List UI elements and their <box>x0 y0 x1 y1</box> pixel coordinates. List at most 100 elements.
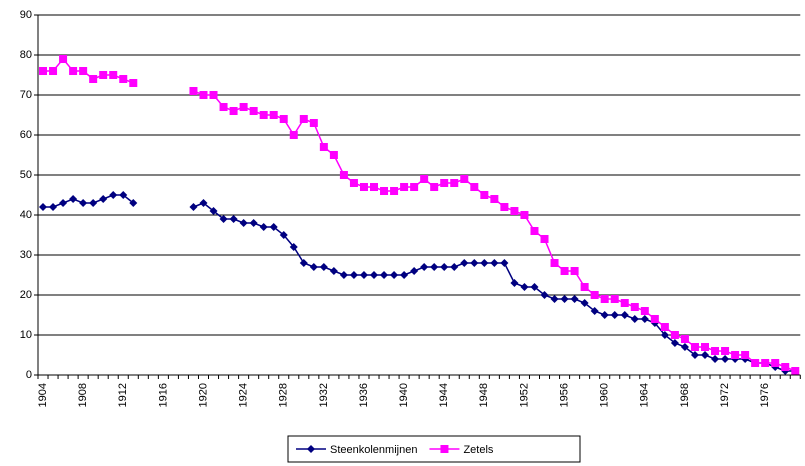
marker <box>731 351 740 359</box>
y-tick-label: 0 <box>26 369 32 381</box>
y-tick-label: 60 <box>20 129 32 141</box>
marker <box>660 331 669 339</box>
marker <box>299 259 308 267</box>
marker <box>89 199 98 207</box>
marker <box>89 75 98 83</box>
x-tick-label: 1952 <box>518 383 530 407</box>
marker <box>359 183 368 191</box>
marker <box>219 103 228 111</box>
x-tick-label: 1960 <box>599 383 611 407</box>
marker <box>199 91 208 99</box>
marker <box>620 299 629 307</box>
marker <box>319 263 328 271</box>
marker <box>620 311 629 319</box>
marker <box>650 315 659 323</box>
marker <box>680 343 689 351</box>
marker <box>309 119 318 127</box>
marker <box>741 351 750 359</box>
y-tick-label: 10 <box>20 329 32 341</box>
series-line <box>43 194 796 372</box>
marker <box>560 267 569 275</box>
y-tick-label: 80 <box>20 49 32 61</box>
marker <box>550 295 559 303</box>
marker <box>39 67 48 75</box>
marker <box>690 343 699 351</box>
marker <box>680 335 689 343</box>
x-tick-label: 1928 <box>278 383 290 407</box>
marker <box>307 445 315 453</box>
marker <box>540 235 549 243</box>
marker <box>299 115 308 123</box>
marker <box>660 323 669 331</box>
marker <box>339 171 348 179</box>
marker <box>109 191 118 199</box>
marker <box>129 199 138 207</box>
legend-label: Steenkolenmijnen <box>330 444 417 456</box>
x-tick-label: 1944 <box>438 383 450 407</box>
marker <box>410 267 419 275</box>
marker <box>59 199 68 207</box>
marker <box>370 271 379 279</box>
marker <box>580 283 589 291</box>
marker <box>480 259 489 267</box>
legend: Steenkolenmijnen Zetels <box>287 435 581 463</box>
marker <box>520 283 529 291</box>
marker <box>99 71 108 79</box>
marker <box>711 347 720 355</box>
marker <box>460 175 469 183</box>
marker <box>279 115 288 123</box>
marker <box>79 67 88 75</box>
marker <box>700 343 709 351</box>
marker <box>580 299 589 307</box>
marker <box>229 215 238 223</box>
marker <box>309 263 318 271</box>
marker <box>510 207 519 215</box>
x-tick-label: 1920 <box>197 383 209 407</box>
marker <box>721 355 730 363</box>
x-tick-label: 1976 <box>759 383 771 407</box>
x-tick-label: 1932 <box>318 383 330 407</box>
marker <box>119 75 128 83</box>
marker <box>49 67 58 75</box>
marker <box>390 271 399 279</box>
x-tick-label: 1972 <box>719 383 731 407</box>
marker <box>109 71 118 79</box>
marker <box>480 191 489 199</box>
marker <box>329 267 338 275</box>
marker <box>259 223 268 231</box>
marker <box>239 219 248 227</box>
marker <box>630 303 639 311</box>
marker <box>791 367 800 375</box>
marker <box>349 271 358 279</box>
marker <box>269 223 278 231</box>
marker <box>640 315 649 323</box>
x-tick-label: 1968 <box>679 383 691 407</box>
marker <box>520 211 529 219</box>
y-tick-label: 70 <box>20 89 32 101</box>
marker <box>530 227 539 235</box>
x-tick-label: 1948 <box>478 383 490 407</box>
marker <box>359 271 368 279</box>
marker <box>771 359 780 367</box>
marker <box>610 295 619 303</box>
marker <box>550 259 559 267</box>
marker <box>390 187 399 195</box>
marker <box>490 259 499 267</box>
marker <box>560 295 569 303</box>
x-tick-label: 1912 <box>117 383 129 407</box>
marker <box>430 263 439 271</box>
marker <box>600 295 609 303</box>
x-tick-label: 1956 <box>558 383 570 407</box>
marker <box>751 359 760 367</box>
marker <box>189 203 198 211</box>
marker <box>189 87 198 95</box>
marker <box>69 195 78 203</box>
marker <box>510 279 519 287</box>
marker <box>329 151 338 159</box>
marker <box>289 131 298 139</box>
x-tick-label: 1908 <box>77 383 89 407</box>
marker <box>711 355 720 363</box>
marker <box>269 111 278 119</box>
legend-label: Zetels <box>463 444 493 456</box>
marker <box>219 215 228 223</box>
